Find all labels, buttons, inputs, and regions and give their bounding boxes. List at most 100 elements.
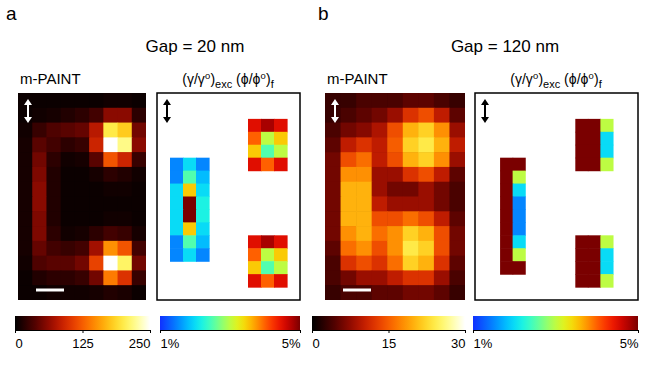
heatmap-cell [118, 197, 133, 212]
heatmap-cell [46, 211, 61, 226]
heatmap-cell [196, 209, 210, 223]
heatmap-cell [418, 108, 434, 123]
colorbar-tick-label: 15 [382, 336, 396, 351]
colorbar-tick-mark [83, 330, 84, 333]
heatmap-cell [356, 152, 372, 167]
heatmap-cell [274, 261, 288, 275]
heatmap-cell [183, 222, 197, 236]
heatmap-cell [261, 261, 275, 275]
heatmap-cell [449, 256, 465, 271]
colorbar-tick: 15 [382, 330, 396, 351]
heatmap [18, 93, 146, 300]
heatmap-cell [500, 171, 513, 185]
heatmap-cell [513, 197, 526, 211]
colorbar-tick-mark [389, 330, 390, 333]
heatmap-cell [89, 197, 104, 212]
heatmap-cell [341, 211, 357, 226]
heatmap-cell [118, 211, 133, 226]
heatmap-cell [403, 285, 419, 300]
heatmap-cell [118, 182, 133, 197]
heatmap-cell [513, 248, 526, 262]
heatmap-cell [403, 226, 419, 241]
heatmap-cell [61, 241, 76, 256]
heatmap-cell [170, 248, 184, 262]
panel-title: (γ/γ⁰)exc (ϕ/ϕ⁰)f [182, 71, 274, 90]
heatmap-cell [403, 182, 419, 197]
heatmap-cell [513, 222, 526, 236]
colorbar [15, 316, 150, 330]
heatmap-cell [18, 123, 33, 138]
image-background [475, 93, 638, 300]
heatmap-cell [89, 211, 104, 226]
heatmap-cell [103, 137, 118, 152]
colorbar-tick-label: 250 [129, 336, 151, 351]
heatmap-cell [403, 137, 419, 152]
heatmap-cell [61, 167, 76, 182]
heatmap-cell [248, 119, 262, 133]
heatmap-cell [183, 248, 197, 262]
heatmap-cell [103, 241, 118, 256]
heatmap-cell [75, 137, 90, 152]
heatmap-cell [588, 274, 601, 288]
heatmap-cell [46, 93, 61, 108]
heatmap-cell [261, 248, 275, 262]
heatmap-cell [418, 182, 434, 197]
heatmap-cell [132, 93, 146, 108]
heatmap-cell [89, 152, 104, 167]
heatmap-cell [118, 285, 133, 300]
heatmap-cell [132, 270, 146, 285]
heatmap-cell [132, 152, 146, 167]
heatmap-cell [274, 158, 288, 172]
heatmap-cell [274, 235, 288, 249]
heatmap-cell [449, 285, 465, 300]
heatmap-cell [588, 119, 601, 133]
heatmap-cell [18, 182, 33, 197]
heatmap-cell [600, 274, 613, 288]
heatmap-cell [434, 226, 450, 241]
panel-letter: b [318, 3, 329, 24]
heatmap-cell [61, 152, 76, 167]
heatmap-cell [103, 256, 118, 271]
heatmap-cell [387, 241, 403, 256]
heatmap-cell [75, 123, 90, 138]
title-part: (ϕ/ϕ⁰) [560, 71, 598, 87]
heatmap-cell [18, 197, 33, 212]
heatmap-cell [500, 222, 513, 236]
heatmap-cell [261, 158, 275, 172]
heatmap-cell [449, 93, 465, 108]
heatmap-cell [61, 211, 76, 226]
colorbar-axis: 0125250 [16, 330, 151, 351]
arrow-head [163, 117, 171, 123]
heatmap-cell [372, 93, 388, 108]
heatmap-cell [248, 248, 262, 262]
heatmap-cell [32, 93, 47, 108]
heatmap-cell [61, 270, 76, 285]
heatmap-cell [356, 182, 372, 197]
heatmap-cell [61, 256, 76, 271]
heatmap-cell [513, 209, 526, 223]
image-frame [157, 93, 300, 300]
heatmap-cell [89, 167, 104, 182]
heatmap-cell [75, 211, 90, 226]
heatmap-cell [387, 256, 403, 271]
colorbar-tick: 5% [620, 330, 639, 351]
heatmap-cell [32, 256, 47, 271]
heatmap-cell [600, 119, 613, 133]
heatmap-cell [46, 256, 61, 271]
heatmap-cell [434, 137, 450, 152]
colorbar-tick: 1% [474, 330, 493, 351]
heatmap-cell [274, 248, 288, 262]
heatmap-cell [588, 158, 601, 172]
heatmap-cell [588, 235, 601, 249]
heatmap-cell [341, 93, 357, 108]
heatmap-cell [325, 226, 341, 241]
heatmap-cell [196, 171, 210, 185]
heatmap-cell [588, 145, 601, 159]
heatmap-cell [600, 158, 613, 172]
heatmap-cell [103, 123, 118, 138]
heatmap-cell [418, 137, 434, 152]
heatmap-cell [32, 270, 47, 285]
heatmap-cell [89, 93, 104, 108]
heatmap-cell [325, 211, 341, 226]
heatmap-cell [75, 108, 90, 123]
